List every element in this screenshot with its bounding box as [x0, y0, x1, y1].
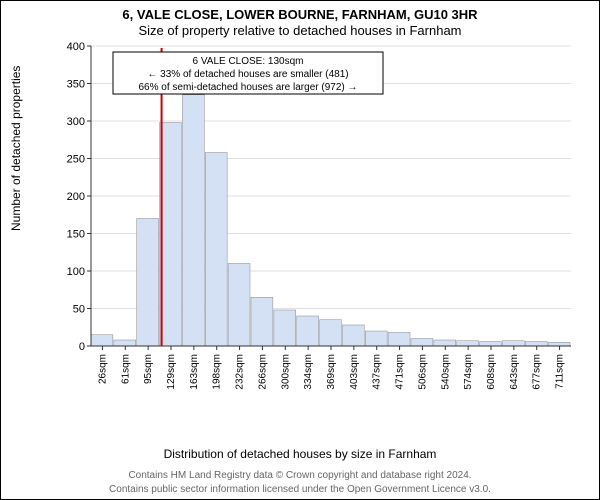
histogram-bar [457, 341, 479, 346]
histogram-bar [137, 219, 159, 347]
x-tick-label: 506sqm [417, 354, 428, 390]
x-tick-label: 711sqm [555, 354, 566, 389]
y-tick-label: 300 [67, 116, 85, 128]
x-tick-label: 163sqm [189, 354, 200, 390]
x-tick-label: 437sqm [372, 354, 383, 390]
annotation-line3: 66% of semi-detached houses are larger (… [138, 82, 357, 93]
histogram-bar [114, 340, 136, 346]
histogram-bar [548, 342, 570, 346]
histogram-plot: 0 50 100 150 200 250 300 350 400 26sqm 61sqm 95sqm 1… [61, 41, 581, 401]
chart-title-line2: Size of property relative to detached ho… [1, 23, 599, 38]
histogram-bar [502, 341, 524, 346]
histogram-bar [205, 153, 227, 347]
histogram-bar [388, 333, 410, 347]
x-tick-label: 334sqm [303, 354, 314, 390]
y-tick-label: 150 [67, 229, 85, 241]
x-tick-label: 266sqm [257, 354, 268, 390]
histogram-bar [525, 342, 547, 347]
histogram-bar [91, 335, 113, 346]
x-tick-label: 300sqm [280, 354, 291, 390]
histogram-bar [297, 316, 319, 346]
footer-line2: Contains public sector information licen… [1, 484, 599, 495]
x-tick-label: 608sqm [486, 354, 497, 390]
y-tick-label: 0 [79, 341, 85, 353]
x-tick-label: 369sqm [326, 354, 337, 390]
x-tick-label: 403sqm [349, 354, 360, 390]
x-tick-label: 61sqm [120, 354, 131, 384]
histogram-bar [365, 331, 387, 346]
x-tick-label: 540sqm [440, 354, 451, 390]
x-tick-label: 129sqm [166, 354, 177, 390]
y-tick-label: 250 [67, 154, 85, 166]
y-tick-label: 200 [67, 191, 85, 203]
histogram-bar [182, 95, 204, 346]
footer-line1: Contains HM Land Registry data © Crown c… [1, 470, 599, 481]
annotation-line1: 6 VALE CLOSE: 130sqm [193, 56, 304, 67]
y-tick-label: 400 [67, 41, 85, 53]
histogram-bar [434, 340, 456, 346]
y-tick-label: 100 [67, 266, 85, 278]
histogram-bar [411, 339, 433, 347]
y-tick-label: 350 [67, 79, 85, 91]
histogram-bar [320, 320, 342, 346]
y-axis-label: Number of detached properties [9, 66, 23, 231]
x-tick-label: 198sqm [212, 354, 223, 390]
x-tick-label: 95sqm [143, 354, 154, 384]
histogram-bar [342, 325, 364, 346]
chart-title-line1: 6, VALE CLOSE, LOWER BOURNE, FARNHAM, GU… [1, 7, 599, 22]
histogram-bar [480, 342, 502, 347]
histogram-bar [160, 123, 182, 347]
annotation-line2: ← 33% of detached houses are smaller (48… [147, 69, 348, 80]
x-tick-label: 26sqm [97, 354, 108, 384]
y-tick-label: 50 [73, 304, 85, 316]
x-tick-label: 677sqm [532, 354, 543, 390]
x-tick-label: 471sqm [395, 354, 406, 390]
x-tick-label: 643sqm [509, 354, 520, 390]
histogram-bar [228, 264, 250, 347]
x-tick-label: 574sqm [463, 354, 474, 390]
x-tick-label: 232sqm [235, 354, 246, 390]
x-axis-label: Distribution of detached houses by size … [1, 447, 599, 461]
histogram-bar [251, 297, 273, 346]
histogram-bar [274, 310, 296, 346]
